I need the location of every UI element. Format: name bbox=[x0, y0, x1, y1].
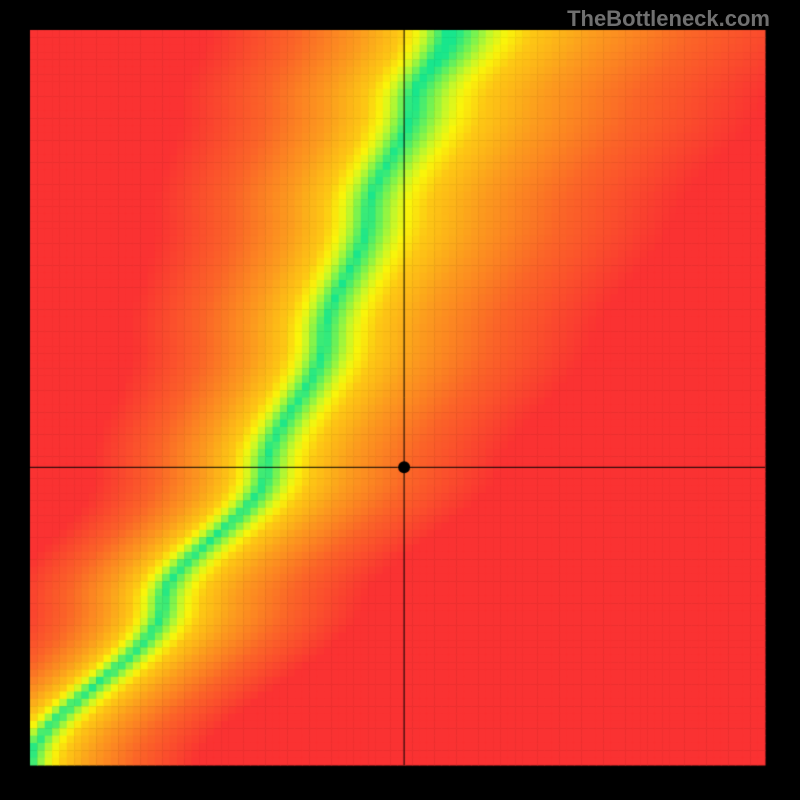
chart-container: TheBottleneck.com bbox=[0, 0, 800, 800]
watermark-text: TheBottleneck.com bbox=[567, 6, 770, 32]
heatmap-canvas bbox=[0, 0, 800, 800]
